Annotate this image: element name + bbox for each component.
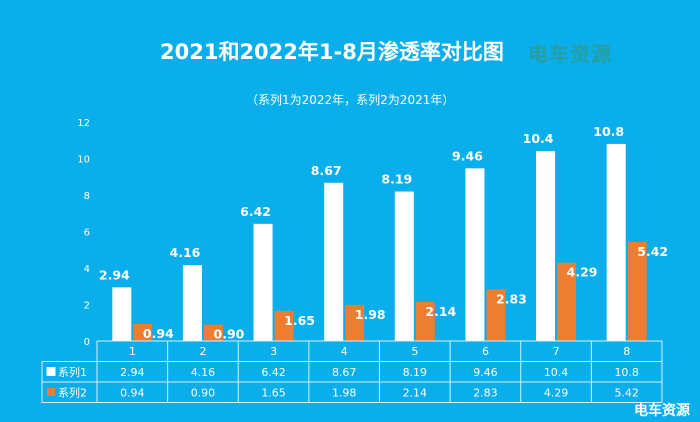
category-label: 1 bbox=[129, 345, 136, 358]
table-cell: 4.16 bbox=[191, 366, 216, 379]
data-label: 2.14 bbox=[425, 304, 456, 319]
bar-series1 bbox=[606, 143, 626, 341]
data-label: 1.65 bbox=[284, 313, 315, 328]
data-label: 10.8 bbox=[593, 124, 624, 139]
bar-series1 bbox=[112, 287, 132, 341]
table-cell: 1.98 bbox=[332, 387, 357, 400]
table-cell: 10.4 bbox=[544, 366, 569, 379]
bar-series2 bbox=[557, 262, 577, 341]
table-cell: 10.8 bbox=[614, 366, 639, 379]
category-label: 7 bbox=[553, 345, 560, 358]
y-tick-label: 10 bbox=[77, 155, 90, 166]
data-label: 4.16 bbox=[170, 245, 201, 260]
bar-series1 bbox=[182, 265, 202, 341]
data-label: 9.46 bbox=[452, 148, 483, 163]
data-label: 1.98 bbox=[355, 307, 386, 322]
bar-series2 bbox=[627, 242, 647, 341]
category-label: 3 bbox=[270, 345, 277, 358]
category-label: 6 bbox=[482, 345, 489, 358]
data-label: 8.67 bbox=[311, 163, 342, 178]
category-label: 8 bbox=[623, 345, 630, 358]
table-cell: 4.29 bbox=[544, 387, 569, 400]
table-cell: 6.42 bbox=[261, 366, 286, 379]
table-cell: 5.42 bbox=[614, 387, 639, 400]
y-tick-label: 8 bbox=[84, 191, 90, 202]
table-cell: 0.90 bbox=[191, 387, 216, 400]
bar-series1 bbox=[536, 151, 556, 341]
y-tick-label: 0 bbox=[84, 337, 90, 348]
table-cell: 2.14 bbox=[403, 387, 428, 400]
category-label: 4 bbox=[341, 345, 348, 358]
bar-series2 bbox=[486, 289, 506, 341]
legend-label-series2: 系列2 bbox=[58, 386, 87, 400]
bar-series1 bbox=[324, 182, 344, 341]
y-tick-label: 2 bbox=[84, 301, 90, 312]
data-label: 0.90 bbox=[214, 327, 245, 342]
bar-series1 bbox=[394, 191, 414, 341]
data-label: 5.42 bbox=[637, 244, 668, 259]
chart-title: 2021和2022年1-8月渗透率对比图 bbox=[160, 40, 504, 64]
data-label: 2.83 bbox=[496, 291, 527, 306]
data-label: 10.4 bbox=[523, 131, 554, 146]
bar-series2 bbox=[415, 301, 435, 341]
table-cell: 9.46 bbox=[473, 366, 498, 379]
table-cell: 8.19 bbox=[403, 366, 428, 379]
legend-label-series1: 系列1 bbox=[58, 365, 87, 379]
table-cell: 2.83 bbox=[473, 387, 498, 400]
chart-subtitle: （系列1为2022年，系列2为2021年） bbox=[246, 93, 455, 107]
y-tick-label: 6 bbox=[84, 228, 90, 239]
bar-series1 bbox=[253, 223, 273, 341]
table-cell: 2.94 bbox=[120, 366, 145, 379]
data-label: 4.29 bbox=[567, 265, 598, 280]
y-tick-label: 12 bbox=[77, 118, 90, 129]
table-cell: 1.65 bbox=[261, 387, 286, 400]
table-cell: 0.94 bbox=[120, 387, 145, 400]
data-label: 0.94 bbox=[143, 326, 174, 341]
bar-series2 bbox=[203, 324, 223, 341]
bar-series2 bbox=[274, 310, 294, 341]
category-label: 5 bbox=[411, 345, 418, 358]
brand-logo: 电车资源 bbox=[528, 42, 612, 66]
data-label: 8.19 bbox=[381, 172, 412, 187]
watermark-logo: 电车资源 bbox=[634, 403, 690, 419]
category-label: 2 bbox=[199, 345, 206, 358]
data-label: 2.94 bbox=[99, 267, 130, 282]
bar-series2 bbox=[133, 323, 153, 341]
y-tick-label: 4 bbox=[84, 264, 90, 275]
legend-swatch-series2 bbox=[47, 388, 55, 396]
data-label: 6.42 bbox=[240, 204, 271, 219]
bar-series2 bbox=[345, 304, 365, 341]
table-cell: 8.67 bbox=[332, 366, 357, 379]
bar-series1 bbox=[465, 168, 485, 341]
legend-swatch-series1 bbox=[46, 367, 56, 376]
